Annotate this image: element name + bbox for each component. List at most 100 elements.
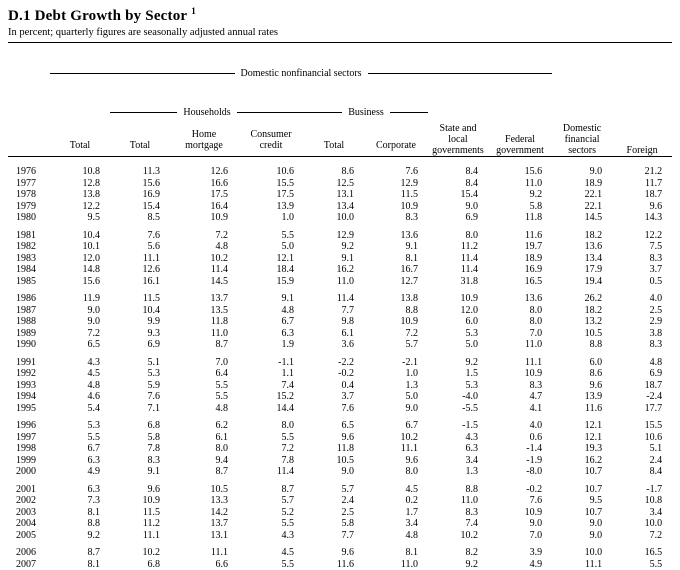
column-header-business-total: Total: [304, 129, 364, 157]
value-cell: 7.6: [110, 391, 170, 403]
title-text: D.1 Debt Growth by Sector: [8, 8, 187, 24]
value-cell: 11.1: [110, 530, 170, 542]
value-cell: 10.5: [304, 455, 364, 467]
value-cell: 9.3: [110, 328, 170, 340]
value-cell: 12.7: [364, 276, 428, 288]
value-cell: 16.7: [364, 264, 428, 276]
value-cell: 4.5: [50, 368, 110, 380]
value-cell: 10.6: [612, 432, 672, 444]
spanner-rule-left: [50, 73, 235, 74]
value-cell: 13.6: [488, 287, 552, 305]
value-cell: 7.7: [304, 305, 364, 317]
value-cell: 11.2: [428, 241, 488, 253]
value-cell: 9.2: [50, 530, 110, 542]
year-cell: 1999: [8, 455, 50, 467]
value-cell: 13.3: [170, 495, 238, 507]
value-cell: 16.1: [110, 276, 170, 288]
value-cell: 10.6: [238, 157, 304, 178]
value-cell: 12.1: [552, 414, 612, 432]
value-cell: 3.4: [364, 518, 428, 530]
year-cell: 1990: [8, 339, 50, 351]
value-cell: 8.0: [488, 305, 552, 317]
value-cell: 10.7: [552, 466, 612, 478]
year-cell: 1989: [8, 328, 50, 340]
value-cell: 15.9: [238, 276, 304, 288]
value-cell: 5.6: [110, 241, 170, 253]
value-cell: 12.0: [428, 305, 488, 317]
value-cell: 11.0: [488, 339, 552, 351]
value-cell: 6.1: [170, 432, 238, 444]
debt-growth-table: Domestic nonfinancial sectors Households: [8, 42, 672, 570]
value-cell: 14.8: [50, 264, 110, 276]
value-cell: 7.8: [238, 455, 304, 467]
value-cell: 8.8: [50, 518, 110, 530]
column-header-federal-government: Federal government: [488, 90, 552, 157]
value-cell: 5.2: [238, 507, 304, 519]
value-cell: 4.8: [238, 305, 304, 317]
value-cell: 8.1: [364, 541, 428, 559]
value-cell: 12.1: [238, 253, 304, 265]
value-cell: 5.9: [110, 380, 170, 392]
value-cell: 7.0: [488, 530, 552, 542]
value-cell: 13.2: [552, 316, 612, 328]
value-cell: 16.9: [488, 264, 552, 276]
value-cell: 10.9: [170, 212, 238, 224]
value-cell: 5.7: [304, 478, 364, 496]
value-cell: 16.2: [304, 264, 364, 276]
value-cell: 10.7: [552, 507, 612, 519]
value-cell: 3.9: [488, 541, 552, 559]
value-cell: 18.2: [552, 224, 612, 242]
value-cell: 14.3: [612, 212, 672, 224]
value-cell: 17.5: [238, 189, 304, 201]
value-cell: 14.2: [170, 507, 238, 519]
value-cell: 11.5: [364, 189, 428, 201]
value-cell: 10.9: [364, 201, 428, 213]
value-cell: 4.7: [488, 391, 552, 403]
value-cell: 12.8: [50, 178, 110, 190]
value-cell: 15.4: [110, 201, 170, 213]
value-cell: 7.2: [364, 328, 428, 340]
value-cell: 4.5: [364, 478, 428, 496]
value-cell: 9.1: [304, 253, 364, 265]
value-cell: 11.4: [428, 253, 488, 265]
value-cell: 11.1: [488, 351, 552, 369]
value-cell: -2.1: [364, 351, 428, 369]
value-cell: 11.5: [110, 287, 170, 305]
value-cell: 9.6: [612, 201, 672, 213]
column-header-corporate: Corporate: [364, 129, 428, 157]
value-cell: 10.9: [488, 507, 552, 519]
value-cell: 13.9: [552, 391, 612, 403]
value-cell: 31.8: [428, 276, 488, 288]
value-cell: 7.6: [110, 224, 170, 242]
value-cell: 6.3: [428, 443, 488, 455]
value-cell: 5.5: [170, 380, 238, 392]
value-cell: 18.2: [552, 305, 612, 317]
column-header-domestic-financial: Domestic financial sectors: [552, 90, 612, 157]
value-cell: 18.7: [612, 380, 672, 392]
value-cell: 13.6: [364, 224, 428, 242]
value-cell: 7.2: [238, 443, 304, 455]
spanner-rule-right: [390, 112, 428, 113]
year-cell: 2004: [8, 518, 50, 530]
value-cell: 7.4: [428, 518, 488, 530]
value-cell: 11.0: [364, 559, 428, 570]
value-cell: 10.5: [552, 328, 612, 340]
value-cell: 8.0: [428, 224, 488, 242]
value-cell: 5.8: [304, 518, 364, 530]
value-cell: 10.9: [110, 495, 170, 507]
value-cell: 12.5: [304, 178, 364, 190]
value-cell: 9.8: [304, 316, 364, 328]
year-cell: 1984: [8, 264, 50, 276]
value-cell: 3.4: [612, 507, 672, 519]
value-cell: 10.5: [170, 478, 238, 496]
value-cell: 3.7: [612, 264, 672, 276]
value-cell: 5.3: [428, 328, 488, 340]
